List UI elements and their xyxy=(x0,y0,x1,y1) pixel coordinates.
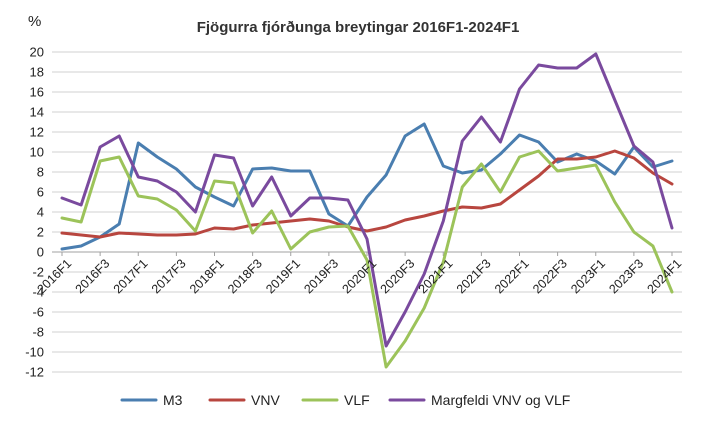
x-tick-label: 2022F3 xyxy=(530,256,570,296)
y-tick-label: 0 xyxy=(37,245,44,260)
y-tick-label: -4 xyxy=(32,285,44,300)
y-tick-label: -12 xyxy=(25,365,44,380)
x-tick-label: 2016F3 xyxy=(73,256,113,296)
y-tick-label: -2 xyxy=(32,265,44,280)
legend-item: Margfeldi VNV og VLF xyxy=(388,392,570,408)
x-tick-label: 2023F1 xyxy=(568,256,608,296)
legend-item: VLF xyxy=(301,392,370,408)
x-tick-labels: 2016F12016F32017F12017F32018F12018F32019… xyxy=(34,256,684,296)
x-tick-label: 2018F3 xyxy=(225,256,265,296)
y-tick-label: 2 xyxy=(37,225,44,240)
series-line-margfeldi-vnv-og-vlf xyxy=(60,52,674,348)
chart-title: Fjögurra fjórðunga breytingar 2016F1-202… xyxy=(197,19,520,36)
y-tick-label: -6 xyxy=(32,305,44,320)
y-tick-label: -8 xyxy=(32,325,44,340)
y-tick-label: 10 xyxy=(30,145,44,160)
y-tick-label: 4 xyxy=(37,205,44,220)
series-line-vlf xyxy=(60,149,674,369)
gridlines xyxy=(52,51,682,373)
y-tick-label: 20 xyxy=(30,45,44,60)
x-tick-label: 2019F3 xyxy=(301,256,341,296)
y-tick-label: 14 xyxy=(30,105,44,120)
x-tick-label: 2017F3 xyxy=(149,256,189,296)
y-tick-label: 16 xyxy=(30,85,44,100)
y-tick-label: 18 xyxy=(30,65,44,80)
y-tick-label: 8 xyxy=(37,165,44,180)
legend-item: M3 xyxy=(120,392,183,408)
y-unit-label: % xyxy=(28,13,41,30)
legend-label: VNV xyxy=(251,392,280,408)
axes xyxy=(52,251,682,256)
x-tick-label: 2017F1 xyxy=(111,256,151,296)
x-tick-label: 2021F3 xyxy=(454,256,494,296)
y-tick-label: 12 xyxy=(30,125,44,140)
y-tick-label: -10 xyxy=(25,345,44,360)
x-tick-label: 2022F1 xyxy=(492,256,532,296)
series-line-vnv xyxy=(60,149,674,239)
x-tick-label: 2019F1 xyxy=(263,256,303,296)
x-tick-label: 2023F3 xyxy=(606,256,646,296)
x-tick-label: 2018F1 xyxy=(187,256,227,296)
series-line-m3 xyxy=(60,122,674,251)
x-tick-label: 2020F3 xyxy=(378,256,418,296)
legend: M3 VNV VLF Margfeldi VNV og VLF xyxy=(120,392,570,408)
series-lines xyxy=(60,52,674,369)
legend-label: Margfeldi VNV og VLF xyxy=(431,392,570,408)
legend-label: M3 xyxy=(163,392,183,408)
legend-item: VNV xyxy=(208,392,280,408)
x-tick-label: 2024F1 xyxy=(644,256,684,296)
legend-label: VLF xyxy=(344,392,370,408)
y-tick-label: 6 xyxy=(37,185,44,200)
